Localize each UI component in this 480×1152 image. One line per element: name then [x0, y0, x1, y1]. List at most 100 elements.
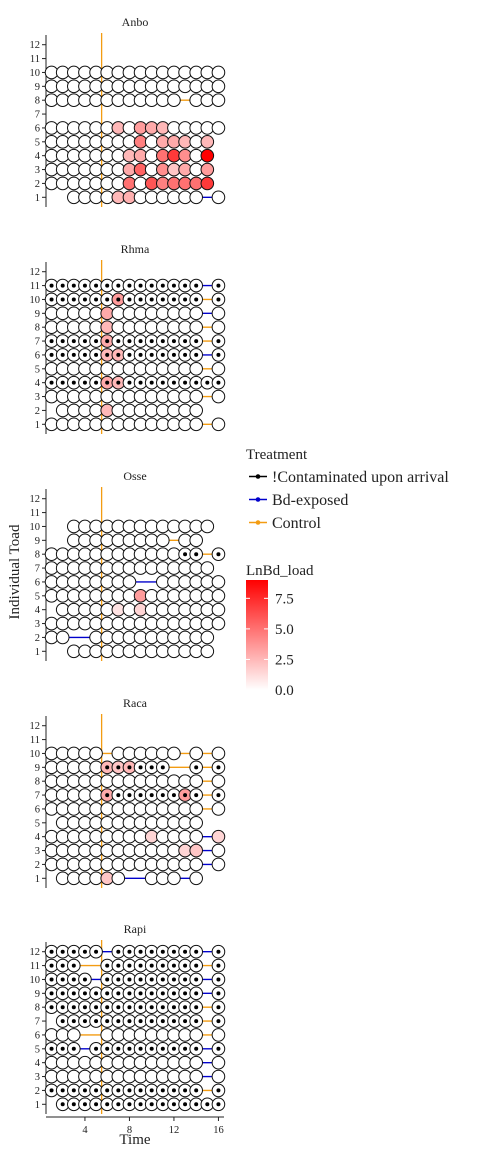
contaminated-dot — [127, 1019, 132, 1024]
y-tick-label: 11 — [30, 508, 40, 519]
data-point — [211, 121, 226, 135]
contaminated-dot — [160, 1019, 165, 1024]
contaminated-dot — [149, 339, 154, 344]
contaminated-dot — [160, 1088, 165, 1093]
contaminated-dot — [82, 1088, 87, 1093]
y-tick-label: 2 — [35, 406, 40, 417]
contaminated-dot — [71, 283, 76, 288]
legend-label: Bd-exposed — [272, 492, 348, 509]
contaminated-dot — [127, 352, 132, 357]
contaminated-dot — [183, 1102, 188, 1107]
contaminated-dot — [94, 949, 99, 954]
contaminated-dot — [183, 963, 188, 968]
contaminated-dot — [105, 1046, 110, 1051]
x-tick-label: 12 — [169, 1125, 180, 1136]
contaminated-dot — [138, 352, 143, 357]
contaminated-dot — [160, 793, 165, 798]
contaminated-dot — [183, 991, 188, 996]
contaminated-dot — [183, 352, 188, 357]
contaminated-dot — [138, 1046, 143, 1051]
contaminated-dot — [216, 339, 221, 344]
contaminated-dot — [71, 949, 76, 954]
y-tick-label: 3 — [35, 1072, 40, 1083]
contaminated-dot — [105, 765, 110, 770]
contaminated-dot — [149, 1005, 154, 1010]
contaminated-dot — [149, 380, 154, 385]
contaminated-dot — [49, 297, 54, 302]
contaminated-dot — [138, 977, 143, 982]
contaminated-dot — [60, 380, 65, 385]
y-tick-label: 3 — [35, 392, 40, 403]
panel-title: Rapi — [124, 922, 147, 936]
contaminated-dot — [127, 1102, 132, 1107]
contaminated-dot — [149, 963, 154, 968]
data-point — [211, 602, 226, 617]
contaminated-dot — [127, 297, 132, 302]
contaminated-dot — [105, 793, 110, 798]
contaminated-dot — [127, 380, 132, 385]
contaminated-dot — [94, 1046, 99, 1051]
data-point — [211, 306, 226, 321]
y-tick-label: 9 — [35, 989, 40, 1000]
data-point — [189, 802, 203, 816]
contaminated-dot — [216, 352, 221, 357]
contaminated-dot — [194, 793, 199, 798]
contaminated-dot — [149, 1102, 154, 1107]
data-point — [200, 561, 215, 575]
contaminated-dot — [194, 380, 199, 385]
data-point — [189, 871, 203, 886]
y-tick-label: 5 — [35, 818, 40, 829]
contaminated-dot — [127, 1046, 132, 1051]
contaminated-dot — [60, 1019, 65, 1024]
legend-key-point — [255, 474, 261, 479]
data-point — [211, 417, 226, 432]
contaminated-dot — [49, 1046, 54, 1051]
contaminated-dot — [171, 339, 176, 344]
y-tick-label: 3 — [35, 846, 40, 857]
y-tick-label: 11 — [30, 54, 40, 65]
x-tick-label: 16 — [213, 1125, 224, 1136]
contaminated-dot — [94, 297, 99, 302]
contaminated-dot — [116, 1088, 121, 1093]
contaminated-dot — [138, 283, 143, 288]
panel-title: Rhma — [121, 242, 150, 256]
y-tick-label: 10 — [30, 68, 41, 79]
y-tick-label: 7 — [35, 564, 40, 575]
panel-title: Anbo — [122, 15, 149, 29]
contaminated-dot — [116, 1046, 121, 1051]
contaminated-dot — [194, 352, 199, 357]
contaminated-dot — [194, 339, 199, 344]
contaminated-dot — [127, 793, 132, 798]
contaminated-dot — [71, 339, 76, 344]
data-point — [67, 1028, 81, 1042]
contaminated-dot — [160, 1046, 165, 1051]
y-tick-label: 7 — [35, 791, 40, 802]
contaminated-dot — [94, 1102, 99, 1107]
contaminated-dot — [60, 977, 65, 982]
contaminated-dot — [105, 339, 110, 344]
contaminated-dot — [71, 297, 76, 302]
y-tick-label: 1 — [35, 420, 40, 431]
contaminated-dot — [160, 380, 165, 385]
contaminated-dot — [49, 1088, 54, 1093]
contaminated-dot — [216, 977, 221, 982]
y-tick-label: 9 — [35, 763, 40, 774]
data-point — [211, 1028, 226, 1042]
contaminated-dot — [82, 1005, 87, 1010]
data-point — [211, 843, 226, 858]
contaminated-dot — [216, 1102, 221, 1107]
contaminated-dot — [160, 339, 165, 344]
y-tick-label: 4 — [35, 1058, 41, 1069]
contaminated-dot — [194, 1019, 199, 1024]
contaminated-dot — [127, 991, 132, 996]
y-tick-label: 3 — [35, 619, 40, 630]
contaminated-dot — [105, 380, 110, 385]
data-point — [211, 802, 226, 816]
y-tick-label: 1 — [35, 874, 40, 885]
contaminated-dot — [116, 339, 121, 344]
contaminated-dot — [160, 1102, 165, 1107]
contaminated-dot — [149, 765, 154, 770]
contaminated-dot — [183, 339, 188, 344]
contaminated-dot — [60, 352, 65, 357]
